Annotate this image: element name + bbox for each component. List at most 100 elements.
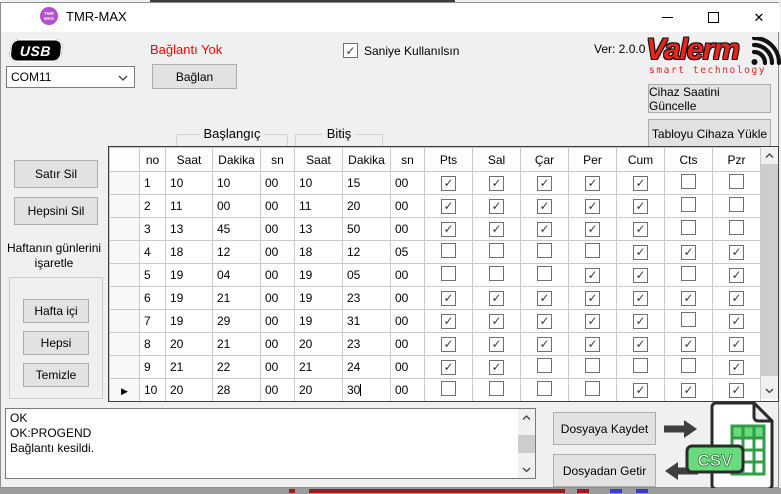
cell-no[interactable]: 4 [139, 240, 166, 264]
cell-end-min[interactable]: 23 [342, 332, 391, 356]
cell-end-min[interactable]: 23 [342, 286, 391, 310]
day-checkbox[interactable]: ✓ [729, 313, 744, 329]
day-checkbox[interactable]: ✓ [441, 198, 456, 214]
day-checkbox[interactable]: ✓ [633, 382, 648, 398]
load-from-file-button[interactable]: Dosyadan Getir [553, 454, 656, 487]
save-to-file-button[interactable]: Dosyaya Kaydet [553, 412, 656, 445]
cell-start-hour[interactable]: 10 [165, 171, 213, 195]
day-checkbox[interactable]: ✓ [729, 290, 744, 306]
close-button[interactable]: ✕ [737, 3, 781, 31]
cell-day-Pzr[interactable]: ✓ [712, 286, 761, 310]
cell-end-min[interactable]: 50 [342, 217, 391, 241]
day-checkbox[interactable]: ✓ [585, 175, 600, 191]
cell-end-sec[interactable]: 00 [390, 171, 425, 195]
cell-day-Pts[interactable]: ✓ [424, 332, 473, 356]
day-checkbox[interactable] [441, 266, 456, 281]
day-checkbox[interactable]: ✓ [489, 336, 504, 352]
cell-start-min[interactable]: 04 [212, 263, 261, 287]
cell-start-hour[interactable]: 19 [165, 286, 213, 310]
cell-day-Cts[interactable] [664, 263, 713, 287]
cell-end-sec[interactable]: 00 [390, 217, 425, 241]
cell-day-Cum[interactable] [616, 355, 665, 379]
cell-end-sec[interactable]: 00 [390, 286, 425, 310]
cell-start-min[interactable]: 45 [212, 217, 261, 241]
cell-day-Cum[interactable]: ✓ [616, 194, 665, 218]
day-checkbox[interactable] [681, 197, 696, 212]
day-checkbox[interactable]: ✓ [633, 175, 648, 191]
cell-day-Cts[interactable]: ✓ [664, 286, 713, 310]
cell-end-min[interactable]: 30 [342, 378, 391, 401]
cell-end-hour[interactable]: 19 [294, 286, 343, 310]
cell-day-Sal[interactable]: ✓ [472, 217, 521, 241]
day-checkbox[interactable] [537, 266, 552, 281]
day-checkbox[interactable]: ✓ [681, 290, 696, 306]
cell-start-sec[interactable]: 00 [260, 171, 295, 195]
day-checkbox[interactable] [537, 381, 552, 396]
scrollbar-thumb[interactable] [518, 435, 535, 453]
cell-start-sec[interactable]: 00 [260, 309, 295, 333]
column-header-Cum[interactable]: Cum [616, 147, 665, 172]
cell-start-sec[interactable]: 00 [260, 286, 295, 310]
cell-start-min[interactable]: 28 [212, 378, 261, 401]
row-selector[interactable] [109, 286, 140, 310]
cell-start-sec[interactable]: 00 [260, 263, 295, 287]
cell-end-hour[interactable]: 21 [294, 355, 343, 379]
cell-start-sec[interactable]: 00 [260, 240, 295, 264]
cell-end-hour[interactable]: 11 [294, 194, 343, 218]
day-checkbox[interactable] [585, 243, 600, 258]
cell-start-min[interactable]: 29 [212, 309, 261, 333]
cell-day-Cum[interactable]: ✓ [616, 240, 665, 264]
column-header-Dakika[interactable]: Dakika [212, 147, 261, 172]
maximize-button[interactable] [691, 3, 735, 31]
cell-start-sec[interactable]: 00 [260, 194, 295, 218]
day-checkbox[interactable]: ✓ [729, 359, 744, 375]
day-checkbox[interactable] [681, 312, 696, 327]
day-checkbox[interactable]: ✓ [441, 290, 456, 306]
column-header-Saat[interactable]: Saat [294, 147, 343, 172]
day-checkbox[interactable] [441, 381, 456, 396]
day-checkbox[interactable]: ✓ [633, 313, 648, 329]
cell-day-Per[interactable]: ✓ [568, 171, 617, 195]
cell-day-Cts[interactable] [664, 171, 713, 195]
cell-day-Cts[interactable]: ✓ [664, 378, 713, 401]
cell-day-Pts[interactable]: ✓ [424, 194, 473, 218]
day-checkbox[interactable] [681, 358, 696, 373]
day-checkbox[interactable]: ✓ [537, 175, 552, 191]
cell-day-Cts[interactable]: ✓ [664, 240, 713, 264]
cell-end-min[interactable]: 15 [342, 171, 391, 195]
day-checkbox[interactable]: ✓ [729, 382, 744, 398]
cell-no[interactable]: 10 [139, 378, 166, 401]
day-checkbox[interactable]: ✓ [585, 198, 600, 214]
column-header-Çar[interactable]: Çar [520, 147, 569, 172]
cell-day-Pts[interactable]: ✓ [424, 217, 473, 241]
cell-day-Cum[interactable]: ✓ [616, 332, 665, 356]
cell-end-hour[interactable]: 10 [294, 171, 343, 195]
use-seconds-checkbox[interactable]: ✓ Saniye Kullanılsın [343, 43, 459, 58]
cell-start-hour[interactable]: 20 [165, 378, 213, 401]
day-checkbox[interactable]: ✓ [633, 336, 648, 352]
cell-end-hour[interactable]: 20 [294, 332, 343, 356]
cell-day-Sal[interactable]: ✓ [472, 309, 521, 333]
column-header-sn[interactable]: sn [390, 147, 425, 172]
day-checkbox[interactable] [585, 381, 600, 396]
day-checkbox[interactable]: ✓ [585, 290, 600, 306]
cell-day-Cum[interactable]: ✓ [616, 217, 665, 241]
day-checkbox[interactable]: ✓ [633, 221, 648, 237]
day-checkbox[interactable]: ✓ [633, 267, 648, 283]
update-device-clock-button[interactable]: Cihaz Saatini Güncelle [648, 84, 771, 113]
day-checkbox[interactable] [681, 266, 696, 281]
scroll-up-button[interactable] [761, 147, 778, 164]
cell-day-Çar[interactable] [520, 355, 569, 379]
day-checkbox[interactable]: ✓ [633, 244, 648, 260]
all-days-button[interactable]: Hepsi [23, 331, 89, 355]
cell-start-hour[interactable]: 19 [165, 309, 213, 333]
day-checkbox[interactable]: ✓ [585, 313, 600, 329]
row-selector[interactable] [109, 217, 140, 241]
cell-start-min[interactable]: 12 [212, 240, 261, 264]
row-selector[interactable] [109, 194, 140, 218]
day-checkbox[interactable] [585, 358, 600, 373]
column-header-Dakika[interactable]: Dakika [342, 147, 391, 172]
day-checkbox[interactable] [489, 266, 504, 281]
day-checkbox[interactable]: ✓ [441, 175, 456, 191]
row-selector[interactable] [109, 171, 140, 195]
